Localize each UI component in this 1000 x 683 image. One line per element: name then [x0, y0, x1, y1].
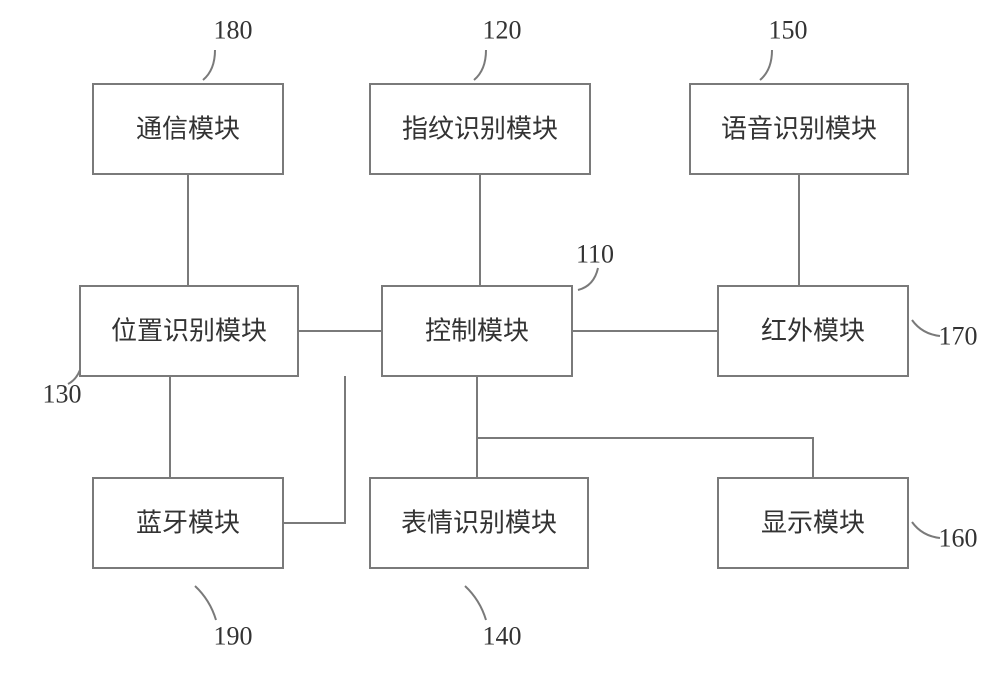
module-label: 显示模块 — [761, 509, 865, 538]
leader-line — [760, 50, 772, 80]
module-n160: 显示模块 — [718, 478, 908, 568]
module-n140: 表情识别模块 — [370, 478, 588, 568]
module-n170: 红外模块 — [718, 286, 908, 376]
module-label: 红外模块 — [761, 317, 865, 346]
module-label: 位置识别模块 — [111, 317, 267, 346]
module-label: 通信模块 — [136, 115, 240, 144]
module-n120: 指纹识别模块 — [370, 84, 590, 174]
leader-line — [465, 586, 486, 620]
block-diagram: 通信模块 指纹识别模块 语音识别模块位置识别模块 控制模块 红外模块蓝牙模块 表情识别模块… — [0, 0, 1000, 683]
module-label: 语音识别模块 — [721, 115, 877, 144]
module-boxes: 通信模块 指纹识别模块 语音识别模块位置识别模块 控制模块 红外模块蓝牙模块 表情识别模块… — [80, 84, 908, 568]
module-n180: 通信模块 — [93, 84, 283, 174]
module-label: 表情识别模块 — [401, 509, 557, 538]
leader-line — [578, 268, 598, 290]
module-n150: 语音识别模块 — [690, 84, 908, 174]
reference-number: 190 — [214, 622, 253, 651]
leader-line — [195, 586, 216, 620]
reference-number: 170 — [939, 322, 978, 351]
module-label: 指纹识别模块 — [402, 115, 558, 144]
reference-number: 160 — [939, 524, 978, 553]
module-n130: 位置识别模块 — [80, 286, 298, 376]
module-label: 控制模块 — [425, 317, 529, 346]
leader-line — [912, 522, 940, 538]
module-n190: 蓝牙模块 — [93, 478, 283, 568]
leader-line — [474, 50, 486, 80]
reference-number: 180 — [214, 16, 253, 45]
module-n110: 控制模块 — [382, 286, 572, 376]
reference-number: 150 — [769, 16, 808, 45]
leader-line — [912, 320, 940, 336]
reference-number: 140 — [483, 622, 522, 651]
module-label: 蓝牙模块 — [136, 509, 240, 538]
reference-number: 130 — [43, 380, 82, 409]
reference-number: 120 — [483, 16, 522, 45]
connector — [283, 376, 345, 523]
reference-number: 110 — [576, 240, 614, 269]
leader-line — [203, 50, 215, 80]
connector — [477, 376, 813, 478]
